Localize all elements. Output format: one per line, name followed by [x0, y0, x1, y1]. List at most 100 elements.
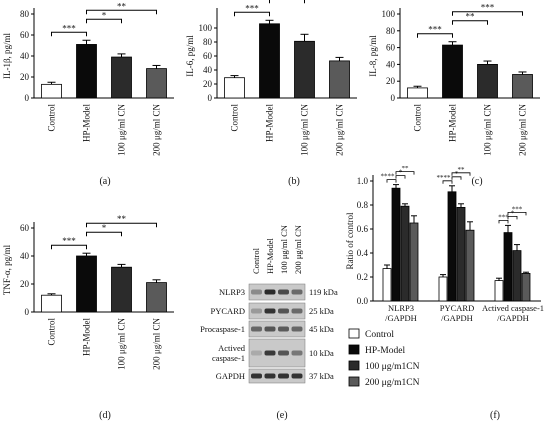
significance-bracket [452, 11, 523, 16]
significance-bracket [86, 9, 157, 15]
y-tick-label: 0.8 [357, 200, 369, 210]
x-tick-label: Control [413, 104, 423, 132]
x-tick-label: /GAPDH [441, 313, 473, 323]
blot-row-label: Procaspase-1 [200, 324, 245, 334]
bar [41, 294, 62, 313]
x-tick-label: HP-Model [448, 104, 458, 142]
blot-band [251, 350, 262, 356]
x-tick-label: HP-Model [82, 318, 92, 356]
bar [494, 280, 504, 302]
x-tick-label: NLRP3 [388, 303, 414, 313]
blot-band [278, 308, 289, 314]
chart-b: 0 20 40 60 80 100 IL-6, pg/ml Control HP-Model 10… [185, 0, 357, 156]
y-tick-label: 40 [386, 59, 396, 69]
blot-kda-label: 119 kDa [309, 287, 338, 297]
bar [111, 56, 132, 99]
y-tick-label: 0.0 [357, 296, 369, 306]
blot-band [264, 289, 276, 295]
blot-row-label: GAPDH [216, 371, 245, 381]
y-axis-label: IL-6, pg/ml [185, 35, 195, 77]
blot-band [278, 373, 289, 379]
significance-bracket [417, 33, 453, 38]
blot-band [264, 326, 276, 332]
significance-label: *** [481, 3, 495, 13]
blot-band [278, 289, 289, 295]
blot-band [251, 326, 262, 332]
y-tick-label: 60 [386, 43, 396, 53]
y-tick-label: 100 [199, 23, 213, 33]
significance-label: ** [402, 166, 410, 173]
blot-band [291, 326, 303, 332]
significance-bracket [498, 220, 509, 224]
bar [447, 191, 457, 302]
y-tick-label: 60 [203, 51, 213, 61]
significance-bracket [451, 176, 462, 180]
bar [477, 64, 498, 99]
blot-band [291, 308, 303, 314]
x-tick-label: /GAPDH [497, 313, 529, 323]
blot-band [251, 373, 262, 379]
y-tick-label: 20 [203, 79, 213, 89]
significance-bracket [269, 0, 305, 4]
x-tick-label: 100 μg/ml CN [483, 104, 493, 156]
x-tick-label: 100 μg/ml CN [117, 318, 127, 370]
significance-bracket [51, 31, 87, 37]
caption-e: (e) [276, 410, 288, 421]
blot-row-label: PYCARD [211, 306, 245, 316]
bar [294, 40, 315, 99]
y-tick-label: 0 [25, 307, 30, 317]
blot-band [251, 308, 262, 314]
chart-a: 0 20 40 60 80 IL-1β, pg/ml Control HP-Model 100 … [2, 1, 174, 156]
y-tick-label: 0 [25, 93, 30, 103]
y-tick-label: 20 [386, 76, 396, 86]
blot-band [291, 289, 303, 295]
y-tick-label: 40 [20, 251, 30, 261]
blot-band [278, 326, 289, 332]
significance-bracket [386, 179, 397, 183]
y-tick-label: 40 [203, 65, 213, 75]
blot-e: Control HP-Model 100 μg/ml CN 200 μg/ml CN N… [200, 225, 338, 384]
bar [391, 187, 401, 302]
blot-kda-label: 10 kDa [309, 348, 334, 358]
caption-d: (d) [99, 410, 111, 421]
legend-label: HP-Model [365, 346, 405, 356]
y-axis-label: IL-8, pg/ml [368, 35, 378, 77]
chart-c: 0 20 40 60 80 100 IL-8, pg/ml Control HP-Model 10… [368, 3, 540, 156]
caption-f: (f) [490, 410, 500, 421]
y-tick-label: 60 [20, 223, 30, 233]
caption-a: (a) [99, 176, 111, 187]
caption-c: (c) [471, 176, 483, 187]
blot-row-label: caspase-1 [212, 353, 245, 363]
bar [503, 232, 513, 302]
significance-label: *** [62, 23, 76, 33]
significance-bracket [86, 18, 122, 24]
significance-label: **** [437, 174, 452, 182]
blot-band [291, 373, 303, 379]
y-tick-label: 40 [20, 51, 30, 61]
significance-label: *** [62, 236, 76, 246]
blot-lane-label: 200 μg/ml CN [293, 225, 303, 274]
legend-swatch [348, 344, 360, 355]
significance-label: *** [498, 213, 509, 221]
bar [41, 83, 62, 99]
bar [146, 68, 167, 99]
blot-band [251, 289, 262, 295]
blot-kda-label: 25 kDa [309, 306, 334, 316]
significance-label: * [399, 169, 403, 177]
x-tick-label: Actived caspase-1 [482, 303, 544, 313]
y-tick-label: 0 [391, 93, 396, 103]
y-tick-label: 1.0 [357, 176, 369, 186]
x-tick-label: Control [47, 104, 57, 132]
significance-bracket [234, 11, 270, 17]
chart-d: 0 20 40 60 TNF-α, pg/ml Control HP-Model 100 μg… [2, 214, 174, 370]
x-tick-label: PYCARD [440, 303, 474, 313]
legend-label: 100 μg/m1CN [365, 362, 420, 372]
significance-label: * [102, 10, 107, 20]
significance-label: ** [466, 12, 476, 22]
bar [438, 276, 448, 302]
bar [442, 44, 463, 99]
x-tick-label: /GAPDH [385, 313, 417, 323]
y-tick-label: 80 [20, 9, 30, 19]
y-tick-label: 80 [203, 37, 213, 47]
